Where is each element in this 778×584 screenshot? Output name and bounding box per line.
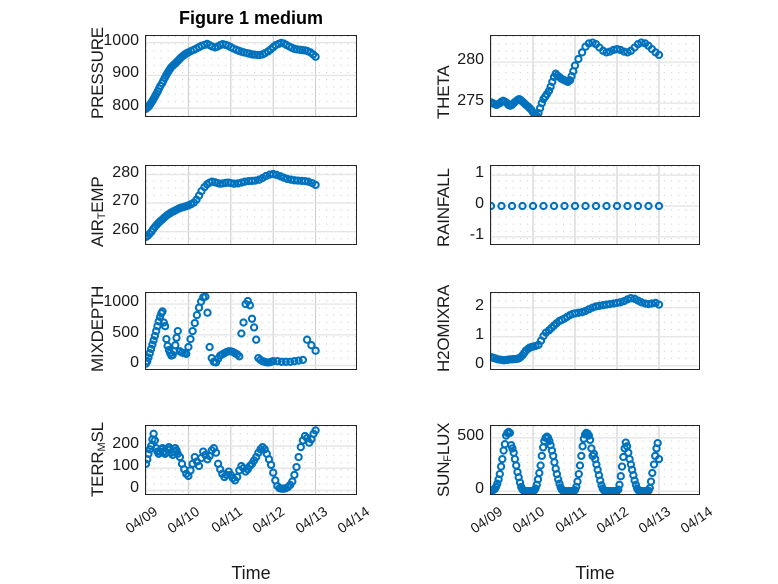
axes-pressure[interactable] (145, 35, 357, 117)
xtick-terr_msl-1: 04/10 (164, 503, 203, 537)
axes-sun_flux[interactable] (490, 425, 700, 495)
ytick-terr_msl-1: 100 (112, 457, 139, 475)
ylabel-pressure: PRESSURE (88, 27, 107, 119)
ytick-mixdepth-2: 1000 (103, 293, 139, 311)
axes-theta[interactable] (490, 35, 700, 117)
ylabel-air_temp: AIRTEMP (88, 176, 108, 247)
xtick-sun_flux-1: 04/10 (509, 503, 548, 537)
ytick-mixdepth-1: 500 (112, 323, 139, 341)
ytick-h2omixra-2: 2 (475, 296, 484, 314)
xtick-terr_msl-4: 04/13 (291, 503, 330, 537)
ylabel-rainfall: RAINFALL (434, 168, 453, 247)
ytick-rainfall-2: 1 (475, 164, 484, 182)
ytick-sun_flux-1: 500 (457, 426, 484, 444)
ytick-air_temp-0: 260 (112, 220, 139, 238)
series-pressure (146, 38, 320, 113)
axes-h2omixra[interactable] (490, 292, 700, 370)
xtick-terr_msl-3: 04/12 (249, 503, 288, 537)
ytick-mixdepth-0: 0 (130, 354, 139, 372)
series-sun_flux (491, 427, 664, 494)
xlabel-sun_flux: Time (575, 563, 615, 583)
ytick-rainfall-1: 0 (475, 195, 484, 212)
ytick-sun_flux-0: 0 (475, 480, 484, 498)
ytick-rainfall-0: -1 (469, 225, 484, 243)
xtick-terr_msl-2: 04/11 (207, 503, 245, 536)
ytick-air_temp-1: 270 (112, 192, 139, 210)
ylabel-h2omixra: H2OMIXRA (434, 284, 453, 372)
xtick-sun_flux-0: 04/09 (467, 503, 506, 537)
xtick-sun_flux-2: 04/11 (552, 503, 590, 536)
ytick-theta-0: 275 (457, 92, 484, 110)
series-rainfall (491, 201, 664, 211)
series-theta (491, 38, 664, 116)
axes-terr_msl[interactable] (145, 425, 357, 495)
series-mixdepth (146, 293, 320, 368)
ytick-h2omixra-1: 1 (475, 325, 484, 343)
axes-rainfall[interactable] (490, 165, 700, 245)
xtick-sun_flux-3: 04/12 (593, 503, 632, 537)
ytick-pressure-1: 900 (112, 64, 139, 82)
ylabel-sun_flux: SUNFLUX (434, 422, 454, 497)
series-air_temp (146, 169, 320, 242)
ytick-pressure-2: 1000 (103, 31, 139, 49)
ytick-pressure-0: 800 (112, 97, 139, 115)
xtick-terr_msl-0: 04/09 (122, 503, 161, 537)
series-h2omixra (491, 294, 664, 365)
ytick-theta-1: 280 (457, 51, 484, 69)
xtick-sun_flux-5: 04/14 (677, 503, 716, 537)
ylabel-theta: THETA (434, 65, 453, 119)
xtick-sun_flux-4: 04/13 (635, 503, 674, 537)
axes-mixdepth[interactable] (145, 292, 357, 370)
ytick-terr_msl-0: 0 (130, 479, 139, 497)
axes-air_temp[interactable] (145, 165, 357, 245)
ytick-terr_msl-2: 200 (112, 435, 139, 452)
xtick-terr_msl-5: 04/14 (334, 503, 373, 537)
ylabel-mixdepth: MIXDEPTH (88, 285, 107, 372)
series-terr_msl (146, 426, 320, 493)
ytick-air_temp-2: 280 (112, 163, 139, 181)
ytick-h2omixra-0: 0 (475, 354, 484, 372)
ylabel-terr_msl: TERRMSL (88, 422, 108, 497)
xlabel-terr_msl: Time (231, 563, 271, 583)
figure-title: Figure 1 medium (178, 8, 324, 28)
